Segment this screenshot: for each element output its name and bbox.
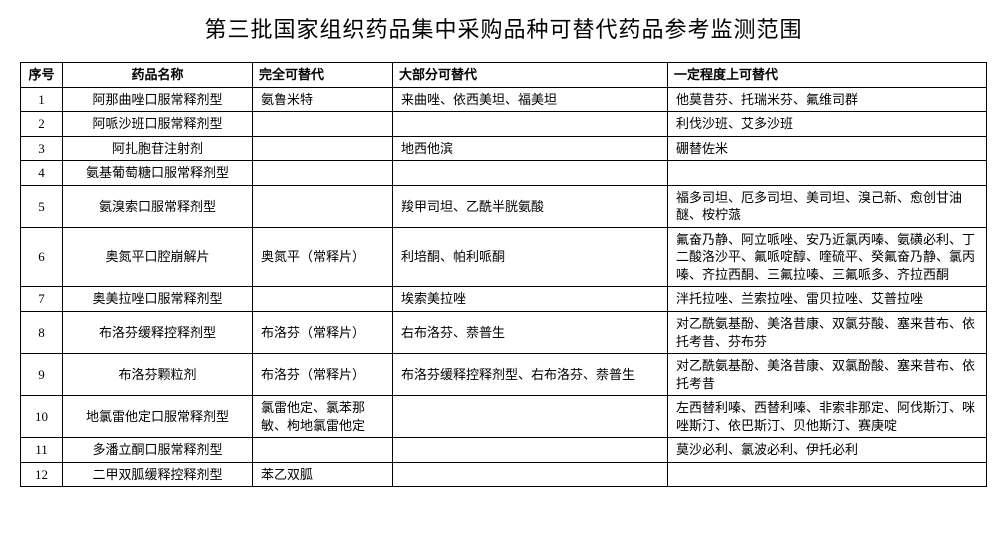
- cell-some: [668, 161, 987, 186]
- cell-name: 布洛芬缓释控释剂型: [63, 312, 253, 354]
- col-header-most: 大部分可替代: [393, 63, 668, 88]
- cell-name: 阿哌沙班口服常释剂型: [63, 112, 253, 137]
- table-row: 1 阿那曲唑口服常释剂型 氨鲁米特 来曲唑、依西美坦、福美坦 他莫昔芬、托瑞米芬…: [21, 87, 987, 112]
- table-row: 5 氨溴索口服常释剂型 羧甲司坦、乙酰半胱氨酸 福多司坦、厄多司坦、美司坦、溴己…: [21, 185, 987, 227]
- table-row: 3 阿扎胞苷注射剂 地西他滨 硼替佐米: [21, 136, 987, 161]
- cell-name: 奥氮平口腔崩解片: [63, 227, 253, 287]
- cell-full: [253, 112, 393, 137]
- cell-most: 地西他滨: [393, 136, 668, 161]
- col-header-name: 药品名称: [63, 63, 253, 88]
- cell-full: [253, 438, 393, 463]
- cell-full: [253, 185, 393, 227]
- cell-seq: 4: [21, 161, 63, 186]
- cell-some: 对乙酰氨基酚、美洛昔康、双氯酚酸、塞来昔布、依托考昔: [668, 354, 987, 396]
- cell-most: 利培酮、帕利哌酮: [393, 227, 668, 287]
- page-title: 第三批国家组织药品集中采购品种可替代药品参考监测范围: [20, 12, 987, 44]
- cell-seq: 11: [21, 438, 63, 463]
- table-header-row: 序号 药品名称 完全可替代 大部分可替代 一定程度上可替代: [21, 63, 987, 88]
- cell-full: 苯乙双胍: [253, 462, 393, 487]
- cell-full: 奥氮平（常释片）: [253, 227, 393, 287]
- table-row: 12 二甲双胍缓释控释剂型 苯乙双胍: [21, 462, 987, 487]
- cell-full: 氯雷他定、氯苯那敏、枸地氯雷他定: [253, 396, 393, 438]
- cell-most: 来曲唑、依西美坦、福美坦: [393, 87, 668, 112]
- cell-full: 布洛芬（常释片）: [253, 354, 393, 396]
- cell-some: 左西替利嗪、西替利嗪、非索非那定、阿伐斯汀、咪唑斯汀、依巴斯汀、贝他斯汀、赛庚啶: [668, 396, 987, 438]
- cell-name: 二甲双胍缓释控释剂型: [63, 462, 253, 487]
- cell-seq: 5: [21, 185, 63, 227]
- cell-seq: 7: [21, 287, 63, 312]
- table-row: 11 多潘立酮口服常释剂型 莫沙必利、氯波必利、伊托必利: [21, 438, 987, 463]
- cell-name: 阿扎胞苷注射剂: [63, 136, 253, 161]
- col-header-some: 一定程度上可替代: [668, 63, 987, 88]
- cell-seq: 2: [21, 112, 63, 137]
- table-row: 7 奥美拉唑口服常释剂型 埃索美拉唑 泮托拉唑、兰索拉唑、雷贝拉唑、艾普拉唑: [21, 287, 987, 312]
- cell-seq: 3: [21, 136, 63, 161]
- table-row: 10 地氯雷他定口服常释剂型 氯雷他定、氯苯那敏、枸地氯雷他定 左西替利嗪、西替…: [21, 396, 987, 438]
- cell-most: 埃索美拉唑: [393, 287, 668, 312]
- cell-seq: 6: [21, 227, 63, 287]
- cell-seq: 9: [21, 354, 63, 396]
- table-body: 1 阿那曲唑口服常释剂型 氨鲁米特 来曲唑、依西美坦、福美坦 他莫昔芬、托瑞米芬…: [21, 87, 987, 487]
- table-row: 9 布洛芬颗粒剂 布洛芬（常释片） 布洛芬缓释控释剂型、右布洛芬、萘普生 对乙酰…: [21, 354, 987, 396]
- cell-some: [668, 462, 987, 487]
- cell-some: 利伐沙班、艾多沙班: [668, 112, 987, 137]
- cell-most: [393, 161, 668, 186]
- cell-some: 硼替佐米: [668, 136, 987, 161]
- cell-most: [393, 112, 668, 137]
- cell-name: 氨溴索口服常释剂型: [63, 185, 253, 227]
- col-header-full: 完全可替代: [253, 63, 393, 88]
- cell-name: 地氯雷他定口服常释剂型: [63, 396, 253, 438]
- cell-name: 布洛芬颗粒剂: [63, 354, 253, 396]
- cell-most: 右布洛芬、萘普生: [393, 312, 668, 354]
- cell-name: 阿那曲唑口服常释剂型: [63, 87, 253, 112]
- cell-most: [393, 462, 668, 487]
- cell-seq: 8: [21, 312, 63, 354]
- cell-most: 布洛芬缓释控释剂型、右布洛芬、萘普生: [393, 354, 668, 396]
- cell-seq: 12: [21, 462, 63, 487]
- table-row: 8 布洛芬缓释控释剂型 布洛芬（常释片） 右布洛芬、萘普生 对乙酰氨基酚、美洛昔…: [21, 312, 987, 354]
- cell-most: [393, 396, 668, 438]
- cell-full: 氨鲁米特: [253, 87, 393, 112]
- cell-name: 多潘立酮口服常释剂型: [63, 438, 253, 463]
- cell-full: [253, 161, 393, 186]
- cell-some: 福多司坦、厄多司坦、美司坦、溴己新、愈创甘油醚、桉柠蒎: [668, 185, 987, 227]
- cell-some: 莫沙必利、氯波必利、伊托必利: [668, 438, 987, 463]
- cell-some: 氟奋乃静、阿立哌唑、安乃近氯丙嗪、氨磺必利、丁二酸洛沙平、氟哌啶醇、喹硫平、癸氟…: [668, 227, 987, 287]
- cell-seq: 10: [21, 396, 63, 438]
- cell-most: 羧甲司坦、乙酰半胱氨酸: [393, 185, 668, 227]
- cell-some: 对乙酰氨基酚、美洛昔康、双氯芬酸、塞来昔布、依托考昔、芬布芬: [668, 312, 987, 354]
- substitution-table: 序号 药品名称 完全可替代 大部分可替代 一定程度上可替代 1 阿那曲唑口服常释…: [20, 62, 987, 487]
- cell-full: 布洛芬（常释片）: [253, 312, 393, 354]
- cell-name: 奥美拉唑口服常释剂型: [63, 287, 253, 312]
- cell-most: [393, 438, 668, 463]
- cell-full: [253, 287, 393, 312]
- table-row: 4 氨基葡萄糖口服常释剂型: [21, 161, 987, 186]
- cell-name: 氨基葡萄糖口服常释剂型: [63, 161, 253, 186]
- table-row: 6 奥氮平口腔崩解片 奥氮平（常释片） 利培酮、帕利哌酮 氟奋乃静、阿立哌唑、安…: [21, 227, 987, 287]
- col-header-seq: 序号: [21, 63, 63, 88]
- cell-some: 泮托拉唑、兰索拉唑、雷贝拉唑、艾普拉唑: [668, 287, 987, 312]
- cell-full: [253, 136, 393, 161]
- cell-seq: 1: [21, 87, 63, 112]
- cell-some: 他莫昔芬、托瑞米芬、氟维司群: [668, 87, 987, 112]
- table-row: 2 阿哌沙班口服常释剂型 利伐沙班、艾多沙班: [21, 112, 987, 137]
